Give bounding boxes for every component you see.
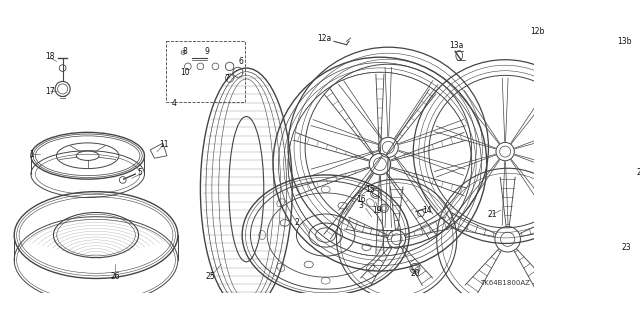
Text: 20: 20 xyxy=(410,269,420,278)
Text: 6: 6 xyxy=(238,57,243,66)
Text: TK64B1800AZ: TK64B1800AZ xyxy=(480,280,530,286)
Text: 1: 1 xyxy=(29,150,34,159)
Text: 9: 9 xyxy=(205,47,209,56)
Text: 18: 18 xyxy=(45,52,55,61)
Text: 2: 2 xyxy=(294,218,299,227)
Text: 8: 8 xyxy=(183,47,188,56)
Text: 7: 7 xyxy=(224,74,228,84)
Text: 21: 21 xyxy=(488,210,497,219)
Text: 12b: 12b xyxy=(531,27,545,36)
Text: 17: 17 xyxy=(45,87,55,96)
Text: 19: 19 xyxy=(372,205,382,214)
Text: 11: 11 xyxy=(159,140,168,149)
Text: 13b: 13b xyxy=(618,37,632,46)
Text: 15: 15 xyxy=(365,185,374,195)
Text: 25: 25 xyxy=(205,272,215,281)
Text: 5: 5 xyxy=(138,168,143,177)
Text: 16: 16 xyxy=(356,196,365,204)
Text: 13a: 13a xyxy=(449,41,464,50)
Text: 23: 23 xyxy=(621,243,631,252)
Text: 22: 22 xyxy=(637,168,640,177)
Text: 10: 10 xyxy=(180,68,190,77)
Text: ⚙: ⚙ xyxy=(179,50,185,56)
Text: 26: 26 xyxy=(111,272,120,281)
Text: 12a: 12a xyxy=(317,33,331,42)
Text: 14: 14 xyxy=(422,205,432,214)
Text: 3: 3 xyxy=(358,201,363,210)
Text: 4: 4 xyxy=(172,100,177,108)
